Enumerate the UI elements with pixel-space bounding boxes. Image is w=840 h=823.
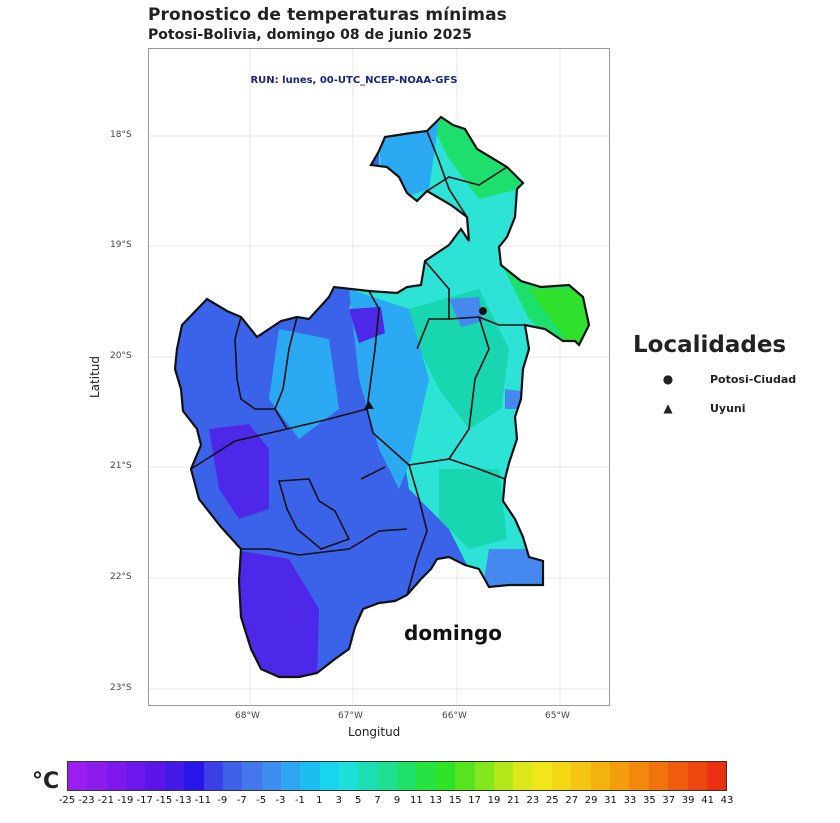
colorbar-cell (590, 762, 611, 790)
colorbar-tick-label: 7 (374, 795, 381, 806)
colorbar-cell (242, 762, 262, 790)
colorbar-cell (261, 762, 281, 790)
map-panel: RUN: lunes, 00-UTC_NCEP-NOAA-GFS domingo (148, 48, 610, 706)
colorbar-tick-label: -19 (117, 795, 134, 806)
legend-item-label: Uyuni (710, 402, 746, 415)
uyuni-marker (364, 401, 374, 409)
colorbar-cell (87, 762, 107, 790)
colorbar-cell (106, 762, 127, 790)
colorbar-tick-label: 3 (335, 795, 342, 806)
colorbar-cell (280, 762, 301, 790)
temperature-colorbar (67, 761, 727, 791)
colorbar-tick-label: -25 (58, 795, 76, 806)
colorbar-tick-label: 39 (681, 795, 695, 806)
colorbar-tick-label: 11 (410, 795, 423, 806)
colorbar-tick-label: 17 (468, 795, 482, 806)
colorbar-cell (629, 762, 649, 790)
colorbar-unit: °C (32, 769, 60, 794)
lon-tick-67: 67°W (338, 711, 363, 721)
lat-tick-20: 20°S (110, 351, 132, 361)
colorbar-tick-label: 31 (604, 795, 617, 806)
colorbar-tick-label: 33 (623, 795, 637, 806)
potosi-ciudad-marker (479, 307, 487, 315)
colorbar-cell (377, 762, 398, 790)
colorbar-cell (668, 762, 688, 790)
map-subtitle: Potosi-Bolivia, domingo 08 de junio 2025 (148, 27, 472, 43)
colorbar-cell (184, 762, 204, 790)
colorbar-labels: -25 -23 -21 -19 -17 -15 -13 -11 -9 -7 -5 -3 -1 1 3 5 7 9 1… (59, 795, 734, 809)
colorbar-cell (706, 762, 727, 790)
lon-tick-66: 66°W (442, 711, 467, 721)
legend-item-label: Potosi-Ciudad (710, 373, 797, 386)
colorbar-tick-label: 25 (545, 795, 559, 806)
map-title: Pronostico de temperaturas mínimas (148, 5, 507, 25)
colorbar-cell (648, 762, 669, 790)
run-label: RUN: lunes, 00-UTC_NCEP-NOAA-GFS (250, 75, 458, 86)
colorbar-cell (493, 762, 514, 790)
colorbar-tick-label: 41 (701, 795, 714, 806)
lat-tick-23: 23°S (110, 683, 132, 693)
colorbar-tick-label: 15 (448, 795, 462, 806)
colorbar-tick-label: 43 (720, 795, 734, 806)
triangle-icon: ▲ (663, 401, 673, 415)
colorbar-cell (319, 762, 340, 790)
colorbar-tick-label: 9 (393, 795, 401, 806)
colorbar-cell (300, 762, 320, 790)
colorbar-tick-label: -5 (256, 795, 267, 806)
colorbar-cell (435, 762, 456, 790)
colorbar-cell (145, 762, 165, 790)
province-borders (190, 130, 525, 596)
colorbar-tick-label: -17 (136, 795, 153, 806)
colorbar-tick-label: -9 (217, 795, 228, 806)
colorbar-cell (474, 762, 494, 790)
colorbar-cell (222, 762, 243, 790)
circle-icon: ● (662, 372, 674, 386)
colorbar-tick-label: 5 (354, 795, 362, 806)
colorbar-cell (513, 762, 533, 790)
colorbar-cell (164, 762, 185, 790)
lat-tick-19: 19°S (110, 240, 132, 250)
colorbar-cell (203, 762, 223, 790)
colorbar-tick-label: 35 (642, 795, 656, 806)
map-canvas (149, 49, 609, 705)
lat-tick-21: 21°S (110, 461, 132, 471)
colorbar-cell (68, 762, 88, 790)
colorbar-cell (416, 762, 436, 790)
colorbar-cell (610, 762, 630, 790)
colorbar-cell (397, 762, 417, 790)
colorbar-tick-label: 21 (507, 795, 520, 806)
colorbar-cell (571, 762, 591, 790)
colorbar-tick-label: -3 (275, 795, 286, 806)
y-axis-label: Latitud (88, 355, 103, 399)
colorbar-cell (126, 762, 146, 790)
lat-tick-18: 18°S (110, 130, 132, 140)
day-label: domingo (404, 621, 503, 645)
colorbar-tick-label: 23 (526, 795, 540, 806)
colorbar-cell (455, 762, 475, 790)
colorbar-cell (687, 762, 707, 790)
colorbar-tick-label: 1 (316, 795, 323, 806)
lon-tick-68: 68°W (235, 711, 260, 721)
colorbar-tick-label: -21 (97, 795, 114, 806)
legend-title: Localidades (633, 332, 787, 358)
colorbar-tick-label: -1 (294, 795, 305, 806)
colorbar-tick-label: 19 (487, 795, 501, 806)
x-axis-label: Longitud (348, 725, 401, 739)
colorbar-cell (339, 762, 359, 790)
colorbar-tick-label: 29 (584, 795, 598, 806)
colorbar-tick-label: 27 (565, 795, 579, 806)
colorbar-tick-label: -23 (78, 795, 95, 806)
lat-tick-22: 22°S (110, 572, 132, 582)
colorbar-tick-label: 13 (429, 795, 443, 806)
colorbar-cell (551, 762, 572, 790)
colorbar-tick-label: -15 (155, 795, 173, 806)
colorbar-cell (358, 762, 378, 790)
lon-tick-65: 65°W (545, 711, 570, 721)
colorbar-tick-label: -7 (236, 795, 247, 806)
colorbar-tick-label: -11 (194, 795, 212, 806)
colorbar-tick-label: 37 (662, 795, 676, 806)
colorbar-cell (532, 762, 552, 790)
colorbar-tick-label: -13 (175, 795, 192, 806)
